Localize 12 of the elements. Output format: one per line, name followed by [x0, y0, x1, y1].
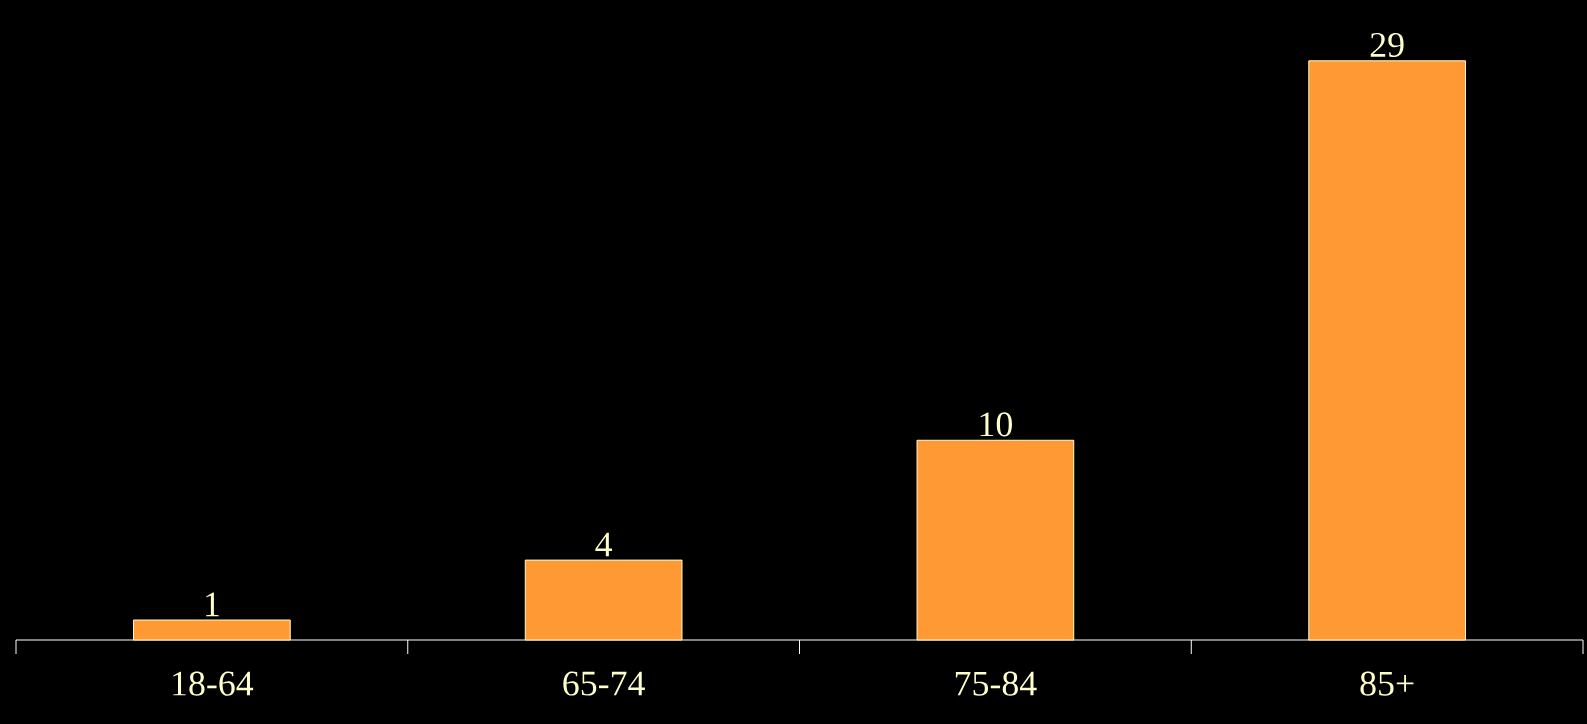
x-tick-label: 65-74	[563, 671, 645, 696]
x-tick-label: 18-64	[173, 671, 254, 696]
x-tick-label: 75-84	[955, 671, 1037, 696]
bar	[1308, 60, 1466, 641]
data-label: 1	[206, 592, 219, 617]
data-label: 10	[980, 412, 1012, 437]
data-label: 29	[1370, 32, 1404, 57]
data-label: 4	[595, 532, 613, 557]
bar	[524, 559, 683, 641]
x-tick-label: 85+	[1360, 671, 1414, 696]
bar	[916, 439, 1075, 641]
bar	[133, 619, 291, 641]
